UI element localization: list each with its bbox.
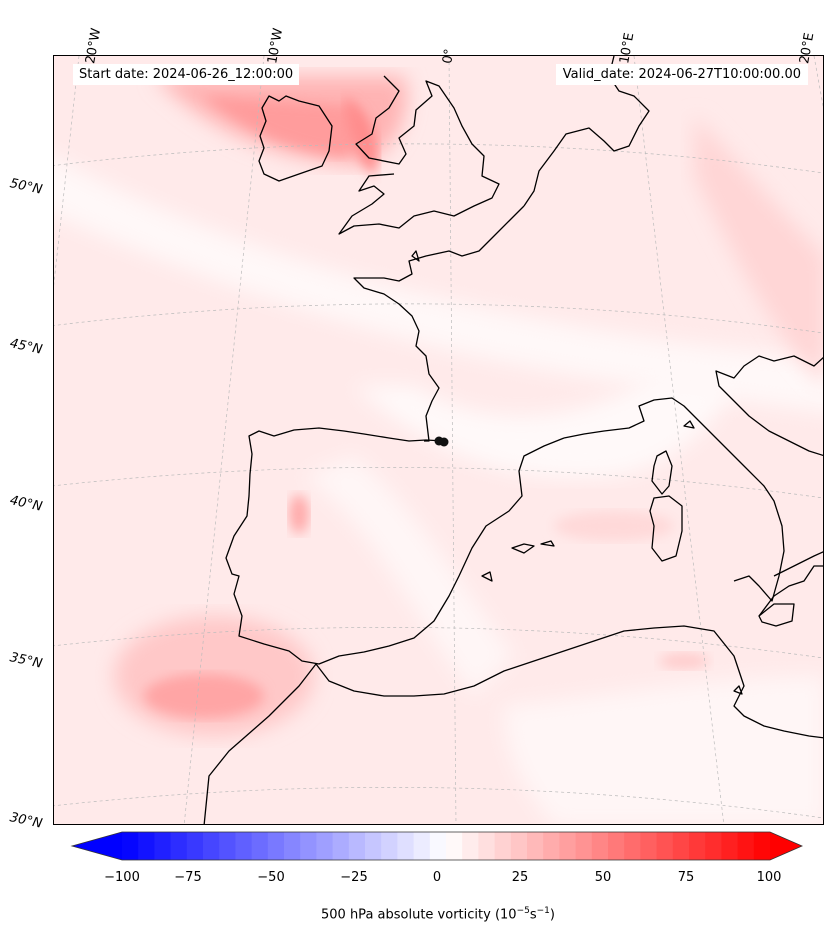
colorbar-segment <box>543 832 560 860</box>
valid-date-label: Valid_date: 2024-06-27T10:00:00.00 <box>555 64 808 85</box>
start-date-label: Start date: 2024-06-26_12:00:00 <box>73 64 300 85</box>
lon-label-0: 0° <box>440 47 458 65</box>
colorbar-segment <box>284 832 301 860</box>
colorbar-tick: −75 <box>174 870 202 885</box>
colorbar-segment <box>721 832 739 860</box>
sardinia-coast <box>649 495 683 562</box>
lat-label-40n: 40°N <box>8 493 44 515</box>
colorbar-segment <box>446 832 463 860</box>
lat-label-50n: 50°N <box>8 176 44 198</box>
colorbar-segment <box>559 832 577 860</box>
colorbar-segment <box>170 832 188 860</box>
lat-label-45n: 45°N <box>8 336 44 358</box>
colorbar-segments <box>72 832 802 860</box>
lat-label-35n: 35°N <box>8 650 44 672</box>
colorbar-segment <box>656 832 674 860</box>
colorbar-segment <box>575 832 593 860</box>
colorbar-segment <box>640 832 658 860</box>
location-marker <box>434 436 449 447</box>
colorbar-segment <box>478 832 496 860</box>
mediterranean-north-coast <box>563 397 785 602</box>
colorbar-segment <box>705 832 722 860</box>
colorbar-tick: 50 <box>594 870 612 885</box>
north-africa-coast <box>203 625 823 824</box>
colorbar-tick: 25 <box>511 870 529 885</box>
colorbar-tick: 75 <box>677 870 695 885</box>
colorbar-segment <box>219 832 236 860</box>
colorbar-outline <box>70 831 803 861</box>
colorbar-segment <box>591 832 609 860</box>
colorbar-segment <box>203 832 220 860</box>
colorbar-segment <box>381 832 398 860</box>
continent-north-coast <box>523 56 650 207</box>
ireland-coast <box>258 95 333 182</box>
colorbar-segment <box>267 832 285 860</box>
britain-coast <box>338 75 500 235</box>
corsica-coast <box>651 450 673 495</box>
vorticity-map <box>54 56 823 824</box>
colorbar-extend-high <box>770 832 802 860</box>
colorbar-segment <box>235 832 253 860</box>
colorbar-segment <box>429 832 447 860</box>
iberia-coast <box>225 427 565 665</box>
colorbar-label: 500 hPa absolute vorticity (10−5s−1) <box>321 906 555 923</box>
colorbar-segment <box>332 832 350 860</box>
colorbar-segment <box>251 832 269 860</box>
colorbar-segment <box>753 832 771 860</box>
colorbar-tick: 100 <box>756 870 782 885</box>
colorbar-segment <box>527 832 544 860</box>
colorbar-segment <box>510 832 528 860</box>
colorbar-segment <box>737 832 755 860</box>
colorbar-segment <box>316 832 334 860</box>
graticule <box>54 56 823 824</box>
colorbar-segment <box>138 832 155 860</box>
colorbar-segment <box>624 832 641 860</box>
colorbar-segment <box>365 832 382 860</box>
colorbar-segment <box>608 832 625 860</box>
colorbar-extend-low <box>72 832 122 860</box>
colorbar-segment <box>122 832 139 860</box>
colorbar-tick: 0 <box>432 870 442 885</box>
colorbar-tick: −50 <box>257 870 285 885</box>
colorbar-segment <box>397 832 415 860</box>
colorbar-segment <box>300 832 317 860</box>
colorbar-segment <box>689 832 706 860</box>
colorbar-segment <box>494 832 512 860</box>
colorbar-segment <box>348 832 366 860</box>
sicily-coast <box>758 603 795 627</box>
colorbar-segment <box>672 832 690 860</box>
colorbar-segment <box>186 832 204 860</box>
colorbar-tick: −100 <box>104 870 140 885</box>
colorbar-segment <box>462 832 479 860</box>
colorbar-segment <box>413 832 431 860</box>
colorbar <box>70 831 803 861</box>
colorbar-tick: −25 <box>340 870 368 885</box>
colorbar-segment <box>154 832 172 860</box>
lat-label-30n: 30°N <box>8 810 44 832</box>
coastlines <box>203 56 823 824</box>
vorticity-field <box>54 56 823 824</box>
map-frame <box>53 55 824 825</box>
